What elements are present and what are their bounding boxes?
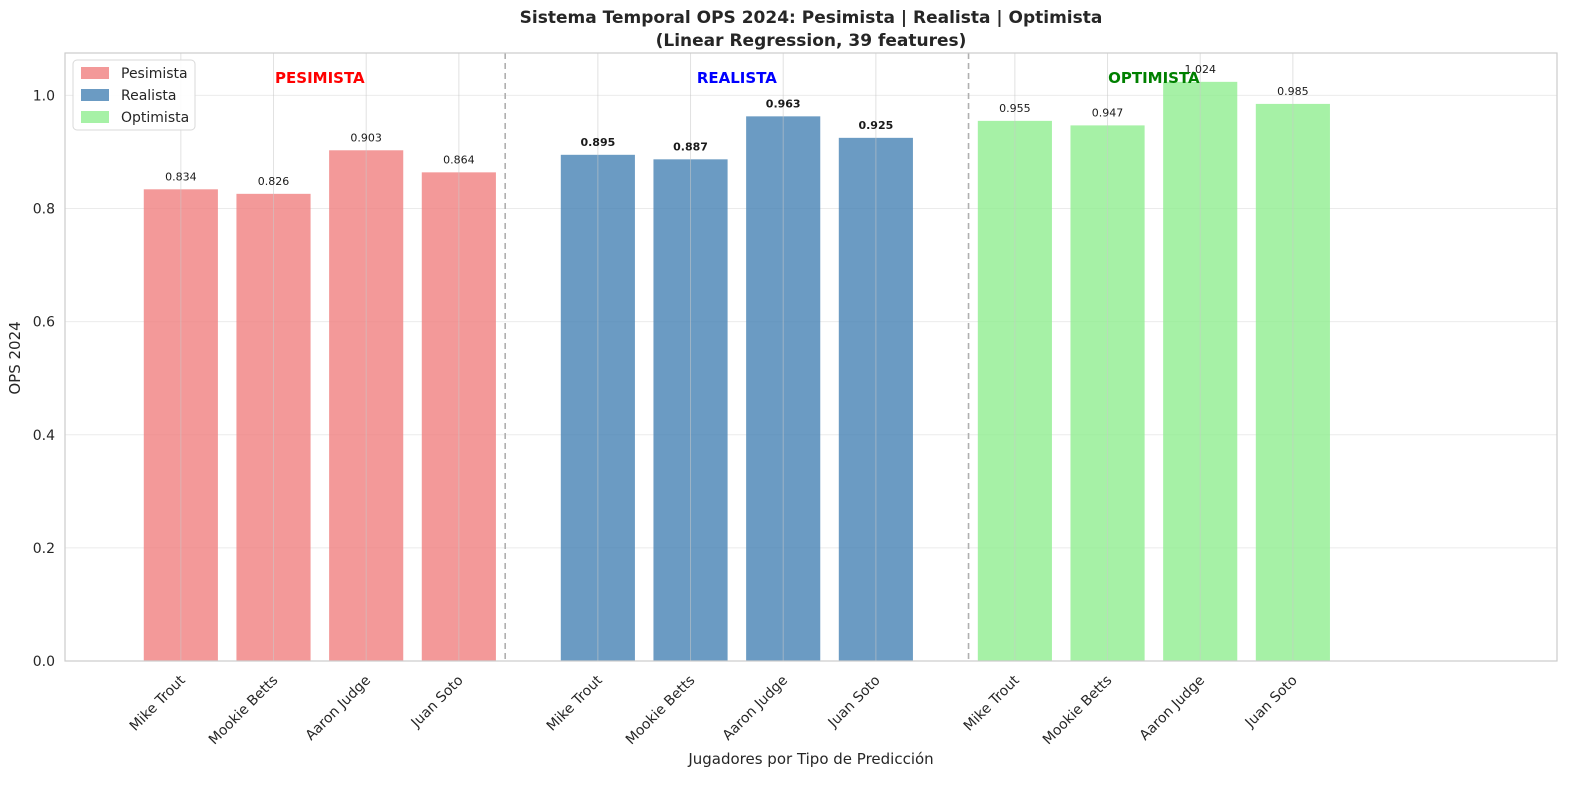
x-tick-label: Aaron Judge: [720, 673, 791, 744]
value-label: 0.864: [443, 153, 475, 166]
section-label-optimista: OPTIMISTA: [1108, 69, 1200, 87]
x-tick-label: Juan Soto: [408, 673, 467, 732]
section-label-realista: REALISTA: [697, 69, 777, 87]
legend-label-pesimista: Pesimista: [121, 66, 188, 82]
value-label: 0.895: [580, 136, 615, 149]
x-tick-label: Mike Trout: [127, 672, 189, 734]
value-label: 0.826: [258, 175, 290, 188]
legend-swatch-optimista: [81, 111, 109, 123]
value-label: 0.834: [165, 170, 197, 183]
value-label: 1.024: [1184, 63, 1216, 76]
y-tick-label: 0.0: [33, 654, 55, 670]
y-tick-label: 0.8: [33, 202, 55, 218]
plot-frame: [64, 52, 1558, 662]
legend-swatch-realista: [81, 89, 109, 101]
y-tick-label: 1.0: [33, 88, 55, 104]
y-axis-label: OPS 2024: [6, 321, 24, 394]
x-tick-label: Mike Trout: [961, 672, 1023, 734]
value-label: 0.955: [999, 102, 1031, 115]
value-label: 0.985: [1277, 85, 1309, 98]
x-tick-label: Mookie Betts: [1040, 673, 1115, 748]
x-tick-label: Juan Soto: [825, 673, 884, 732]
chart-subtitle: (Linear Regression, 39 features): [656, 31, 967, 51]
legend-label-optimista: Optimista: [121, 110, 189, 126]
legend-swatch-pesimista: [81, 67, 109, 79]
x-axis-label: Jugadores por Tipo de Predicción: [687, 750, 933, 768]
x-tick-label: Aaron Judge: [1137, 673, 1208, 744]
y-tick-label: 0.2: [33, 541, 55, 557]
x-tick-label: Mike Trout: [544, 672, 606, 734]
bars: [143, 81, 1330, 662]
value-label: 0.887: [673, 140, 708, 153]
value-label: 0.947: [1092, 106, 1124, 119]
value-label: 0.925: [858, 119, 893, 132]
x-tick-label: Mookie Betts: [623, 673, 698, 748]
x-tick-label: Aaron Judge: [303, 673, 374, 744]
chart-title: Sistema Temporal OPS 2024: Pesimista | R…: [520, 8, 1103, 28]
overlay: 0.834 0.826 0.903 0.864 PESIMISTA 0.895 0.887 0…: [165, 53, 1309, 661]
legend: Pesimista Realista Optimista: [72, 59, 196, 131]
value-label: 0.963: [766, 97, 801, 110]
value-label: 0.903: [350, 131, 382, 144]
legend-label-realista: Realista: [121, 88, 176, 104]
x-tick-label: Mookie Betts: [206, 673, 281, 748]
y-tick-label: 0.6: [33, 315, 55, 331]
y-tick-label: 0.4: [33, 428, 55, 444]
section-label-pesimista: PESIMISTA: [275, 69, 365, 87]
x-tick-label: Juan Soto: [1242, 673, 1301, 732]
